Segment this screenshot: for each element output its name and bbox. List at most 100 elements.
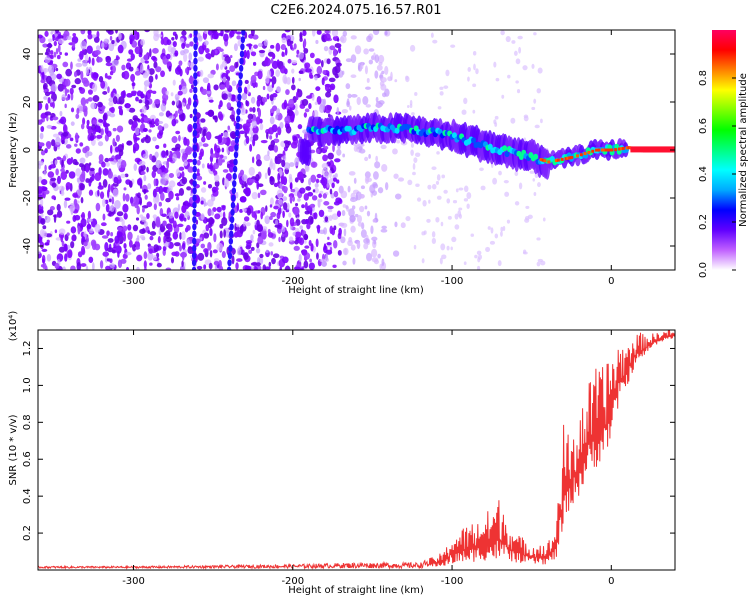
vertical-streak-blob [192, 208, 197, 216]
noise-speck [220, 30, 224, 37]
noise-speck [56, 73, 63, 80]
colorbar-tick-label: 0.2 [698, 214, 709, 230]
noise-speck [336, 38, 340, 42]
noise-speck [117, 231, 123, 237]
noise-speck [137, 192, 141, 199]
noise-speck [132, 244, 137, 252]
noise-speck [497, 260, 502, 267]
noise-speck [506, 219, 511, 224]
noise-speck [98, 182, 102, 187]
noise-speck [39, 241, 45, 249]
noise-speck [246, 207, 252, 216]
noise-speck [46, 43, 53, 48]
noise-speck [223, 177, 229, 187]
noise-speck [117, 227, 123, 231]
vertical-streak-blob [232, 180, 237, 188]
noise-speck [163, 235, 167, 244]
noise-speck [294, 177, 299, 183]
noise-speck [286, 76, 291, 85]
noise-speck [58, 246, 66, 253]
noise-speck [289, 217, 295, 227]
noise-speck [97, 101, 103, 108]
noise-speck [374, 70, 379, 79]
noise-speck [214, 180, 220, 187]
noise-speck [188, 52, 193, 61]
noise-speck [356, 215, 363, 223]
noise-speck [507, 74, 511, 79]
noise-speck [139, 235, 145, 239]
noise-speck [219, 230, 223, 239]
noise-speck [431, 237, 437, 245]
noise-speck [270, 57, 274, 64]
noise-speck [100, 128, 104, 136]
noise-speck [213, 84, 219, 91]
noise-speck [154, 118, 160, 127]
noise-speck [160, 70, 165, 78]
noise-speck [88, 256, 94, 263]
ridge-halo [305, 140, 312, 167]
noise-speck [71, 84, 77, 89]
noise-speck [241, 207, 247, 212]
vertical-streak-blob [230, 208, 235, 216]
noise-speck [76, 261, 82, 270]
noise-speck [350, 225, 356, 233]
noise-speck [269, 135, 273, 140]
noise-speck [216, 206, 222, 213]
noise-speck [130, 53, 135, 61]
ridge-hot [621, 146, 625, 150]
noise-speck [127, 231, 133, 241]
noise-speck [502, 226, 506, 232]
noise-speck [40, 264, 45, 268]
noise-speck [100, 80, 106, 89]
noise-speck [115, 245, 122, 254]
noise-speck [186, 158, 194, 163]
noise-speck [75, 167, 81, 177]
snr-y-tick-label: 0.4 [22, 488, 33, 504]
noise-speck [70, 226, 77, 234]
noise-speck [154, 151, 159, 158]
noise-speck [200, 200, 204, 205]
snr-series-line [38, 330, 675, 570]
noise-speck [50, 50, 54, 55]
noise-speck [102, 213, 106, 221]
noise-speck [143, 260, 147, 269]
noise-speck [79, 183, 85, 191]
noise-speck [452, 200, 458, 204]
noise-speck [184, 211, 190, 218]
noise-speck [533, 98, 537, 104]
noise-speck [185, 103, 191, 110]
noise-speck [323, 145, 329, 150]
noise-speck [272, 162, 276, 171]
vertical-streak-blob [229, 230, 234, 238]
noise-speck [212, 207, 217, 212]
noise-speck [284, 47, 288, 56]
noise-speck [148, 129, 152, 133]
vertical-streak-blob [227, 252, 233, 260]
noise-speck [405, 75, 409, 80]
noise-speck [212, 115, 217, 120]
noise-speck [56, 175, 62, 185]
noise-speck [95, 202, 101, 212]
vertical-streak-blob [234, 136, 240, 144]
noise-speck [50, 83, 57, 93]
noise-speck [64, 246, 68, 251]
noise-speck [316, 96, 322, 105]
noise-speck [352, 257, 356, 265]
spectrogram-x-tick-label: -200 [281, 276, 304, 287]
noise-speck [371, 248, 378, 258]
noise-speck [239, 196, 247, 203]
noise-speck [342, 247, 349, 256]
noise-speck [181, 171, 185, 179]
noise-speck [289, 195, 293, 204]
noise-speck [101, 235, 109, 239]
noise-speck [269, 204, 273, 208]
noise-speck [85, 265, 89, 270]
noise-speck [235, 191, 239, 199]
noise-speck [91, 57, 95, 66]
ridge-hot [556, 158, 560, 162]
noise-speck [56, 54, 61, 60]
noise-speck [206, 218, 211, 223]
noise-speck [397, 177, 405, 182]
vertical-streak-blob [235, 115, 241, 123]
noise-speck [41, 72, 44, 76]
